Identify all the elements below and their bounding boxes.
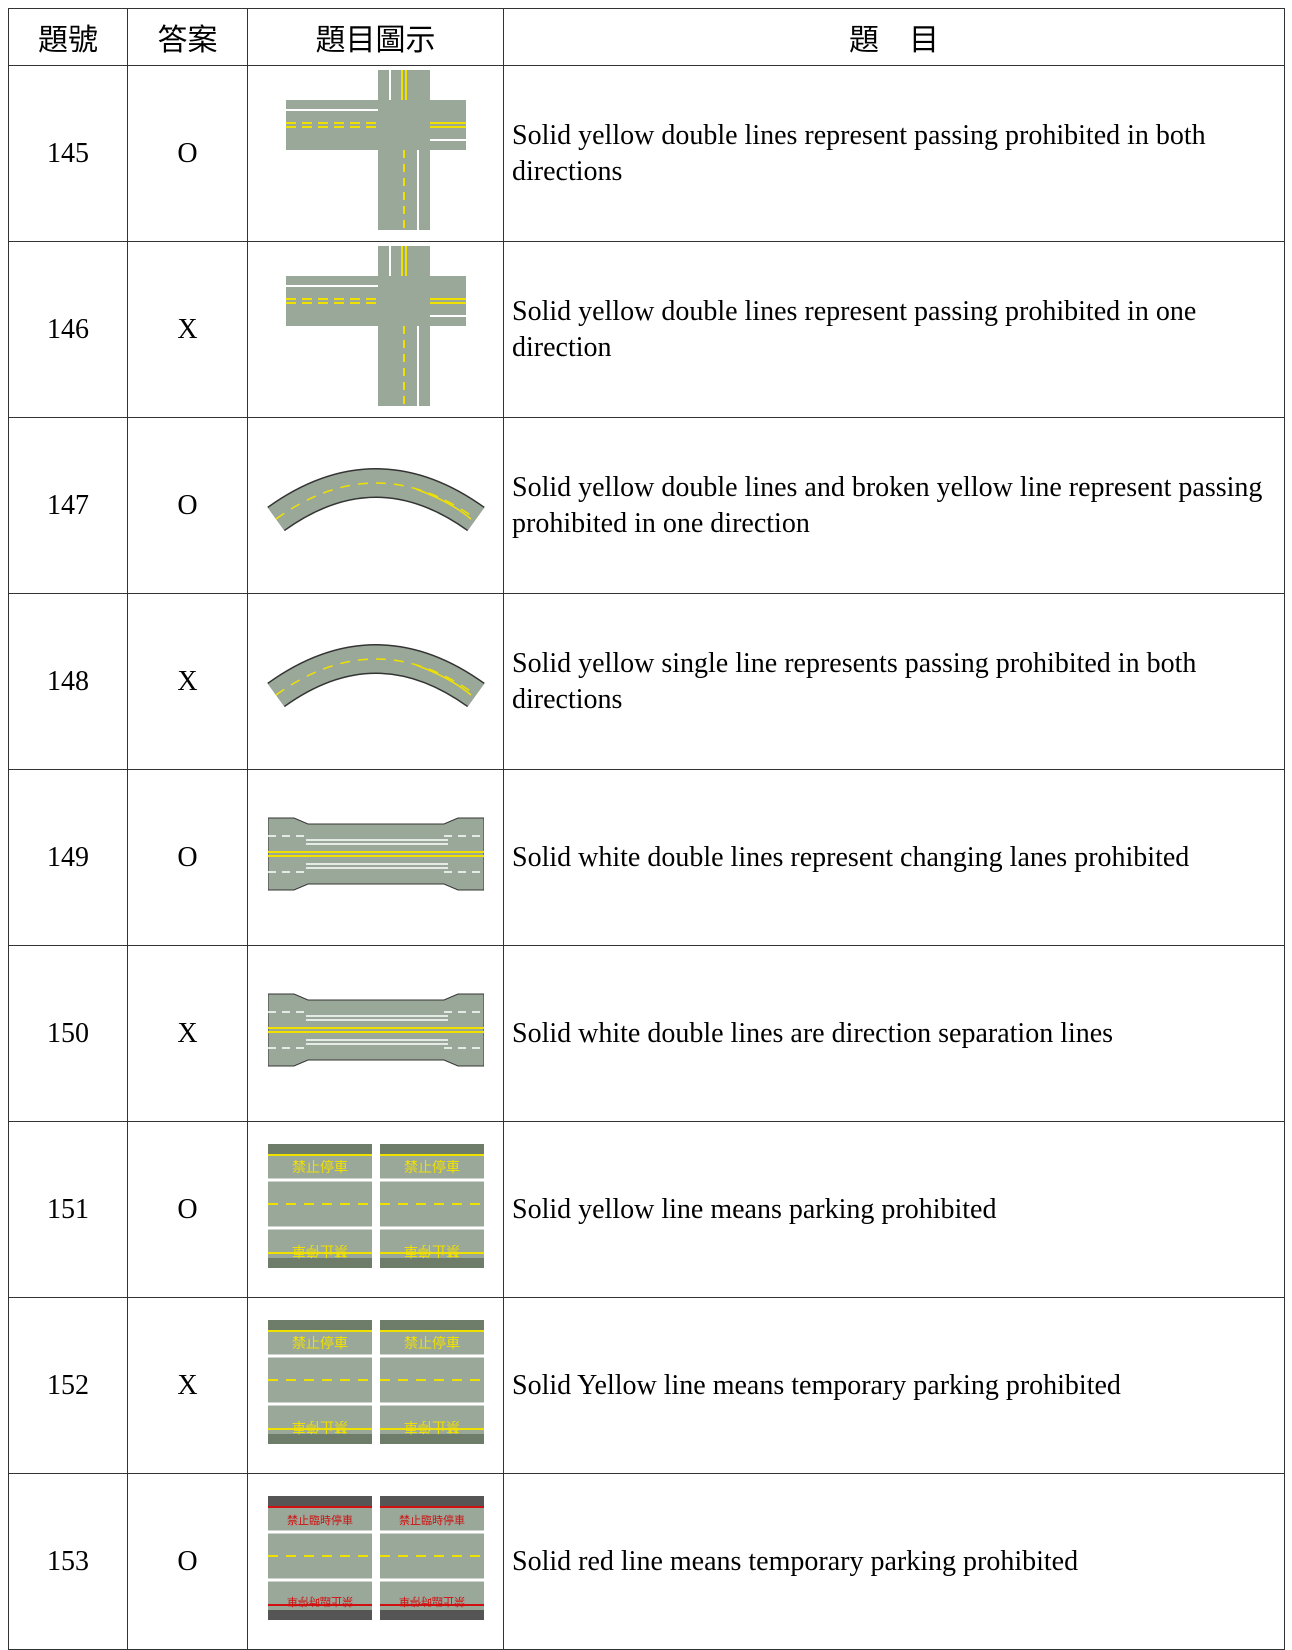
header-row: 題號 答案 題目圖示 題 目	[8, 8, 1285, 66]
intersection-diagram	[285, 245, 466, 406]
row: 150 X Solid white double lines are direc…	[8, 945, 1285, 1122]
parking-diagram: 禁止停車 禁止停車 禁止停車 禁止停車	[267, 1143, 484, 1268]
row: 145 O Solid yellow double lines represen…	[8, 65, 1285, 242]
question-cell: Solid yellow line means parking prohibit…	[503, 1121, 1285, 1298]
header-cell: 題 目	[503, 8, 1285, 66]
question-cell: Solid white double lines represent chang…	[503, 769, 1285, 946]
curve-diagram	[266, 643, 485, 707]
header-cell: 題目圖示	[247, 8, 504, 66]
diagram-cell	[247, 769, 504, 946]
answer-cell: O	[127, 1121, 248, 1298]
answer-cell: X	[127, 1297, 248, 1474]
answer-cell: O	[127, 769, 248, 946]
number-cell: 153	[8, 1473, 128, 1650]
number-cell: 145	[8, 65, 128, 242]
diagram-cell	[247, 417, 504, 594]
row: 153 O 禁止臨時停車 禁止臨時停車 禁止臨時停車 禁止臨時停車 Solid …	[8, 1473, 1285, 1650]
parking-diagram: 禁止停車 禁止停車 禁止停車 禁止停車	[267, 1319, 484, 1444]
sign-text: 禁止停車	[404, 1159, 460, 1176]
answer-cell: O	[127, 417, 248, 594]
sign-text: 禁止停車	[292, 1335, 348, 1352]
answer-cell: X	[127, 945, 248, 1122]
diagram-cell: 禁止停車 禁止停車 禁止停車 禁止停車	[247, 1297, 504, 1474]
answer-cell: O	[127, 65, 248, 242]
question-cell: Solid white double lines are direction s…	[503, 945, 1285, 1122]
row: 149 O Solid white double lines represent…	[8, 769, 1285, 946]
answer-cell: X	[127, 241, 248, 418]
header-cell: 答案	[127, 8, 248, 66]
row: 148 X Solid yellow single line represent…	[8, 593, 1285, 770]
sign-text: 禁止停車	[292, 1159, 348, 1176]
question-cell: Solid yellow single line represents pass…	[503, 593, 1285, 770]
number-cell: 152	[8, 1297, 128, 1474]
curve-diagram	[266, 467, 485, 531]
row: 147 O Solid yellow double lines and brok…	[8, 417, 1285, 594]
parking-diagram: 禁止臨時停車 禁止臨時停車 禁止臨時停車 禁止臨時停車	[267, 1495, 484, 1620]
row: 152 X 禁止停車 禁止停車 禁止停車 禁止停車 Solid Yellow l…	[8, 1297, 1285, 1474]
straight-road-diagram	[267, 817, 484, 890]
sign-text: 禁止臨時停車	[399, 1513, 465, 1527]
sign-text: 禁止停車	[404, 1242, 460, 1259]
diagram-cell	[247, 945, 504, 1122]
table-body: 145 O Solid yellow double lines represen…	[8, 65, 1285, 1650]
question-cell: Solid yellow double lines and broken yel…	[503, 417, 1285, 594]
number-cell: 149	[8, 769, 128, 946]
diagram-cell	[247, 241, 504, 418]
answer-cell: X	[127, 593, 248, 770]
row: 146 X Solid yellow double lines represen…	[8, 241, 1285, 418]
row: 151 O 禁止停車 禁止停車 禁止停車 禁止停車 Solid yellow l…	[8, 1121, 1285, 1298]
number-cell: 147	[8, 417, 128, 594]
number-cell: 151	[8, 1121, 128, 1298]
question-cell: Solid yellow double lines represent pass…	[503, 241, 1285, 418]
diagram-cell	[247, 593, 504, 770]
sign-text: 禁止臨時停車	[399, 1595, 465, 1609]
straight-road-diagram	[267, 993, 484, 1066]
number-cell: 148	[8, 593, 128, 770]
sign-text: 禁止停車	[404, 1335, 460, 1352]
intersection-diagram	[285, 69, 466, 230]
answer-cell: O	[127, 1473, 248, 1650]
question-cell: Solid Yellow line means temporary parkin…	[503, 1297, 1285, 1474]
sign-text: 禁止臨時停車	[287, 1513, 353, 1527]
number-cell: 150	[8, 945, 128, 1122]
sign-text: 禁止停車	[292, 1418, 348, 1435]
sign-text: 禁止停車	[292, 1242, 348, 1259]
sign-text: 禁止臨時停車	[287, 1595, 353, 1609]
sign-text: 禁止停車	[404, 1418, 460, 1435]
number-cell: 146	[8, 241, 128, 418]
quiz-table: 題號 答案 題目圖示 題 目 145 O Solid yellow double…	[8, 8, 1285, 1650]
diagram-cell: 禁止停車 禁止停車 禁止停車 禁止停車	[247, 1121, 504, 1298]
question-cell: Solid yellow double lines represent pass…	[503, 65, 1285, 242]
header-cell: 題號	[8, 8, 128, 66]
diagram-cell	[247, 65, 504, 242]
diagram-cell: 禁止臨時停車 禁止臨時停車 禁止臨時停車 禁止臨時停車	[247, 1473, 504, 1650]
question-cell: Solid red line means temporary parking p…	[503, 1473, 1285, 1650]
